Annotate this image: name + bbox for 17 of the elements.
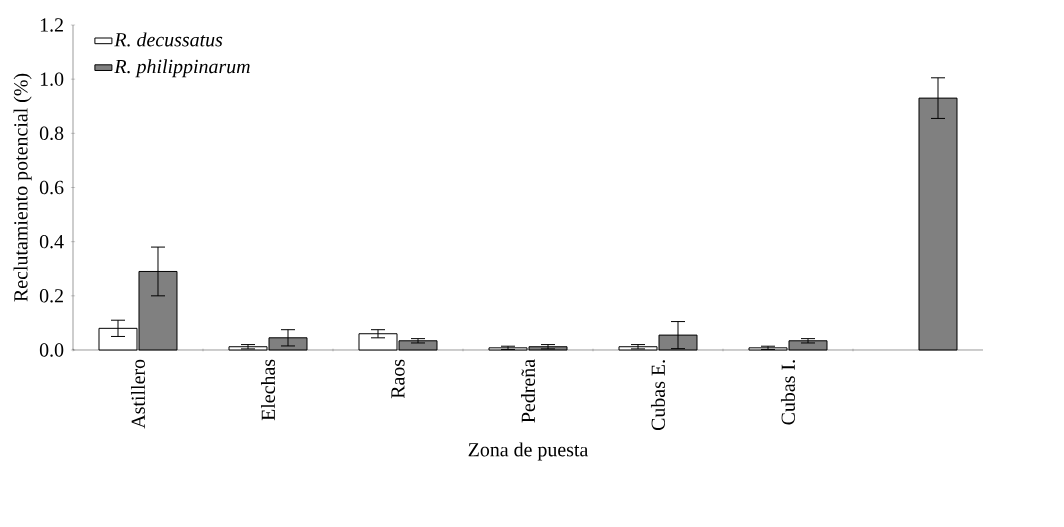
x-tick-label: Elechas [260, 359, 275, 421]
y-tick-label: 0.4 [39, 234, 64, 249]
y-tick-label: 0.8 [39, 126, 64, 141]
x-axis-title: Zona de puesta [468, 442, 589, 461]
y-tick-label: 0.2 [39, 289, 63, 303]
x-tick-label: Raos [391, 359, 405, 399]
y-tick-label: 1.2 [40, 18, 63, 32]
y-tick-label: 0.6 [39, 180, 64, 195]
x-tick-label: Cubas I. [780, 360, 796, 425]
legend-label: R. philippinarum [114, 59, 250, 78]
y-tick-label: 1.0 [40, 72, 64, 86]
x-tick-label: Pedreña [520, 359, 536, 423]
x-tick-label: Astillero [130, 359, 145, 429]
legend-label: R. decussatus [114, 32, 223, 47]
y-axis-title: Reclutamiento potencial (%) [13, 73, 32, 302]
x-tick-label: Cubas E. [650, 360, 666, 431]
y-tick-label: 0.0 [39, 343, 64, 357]
